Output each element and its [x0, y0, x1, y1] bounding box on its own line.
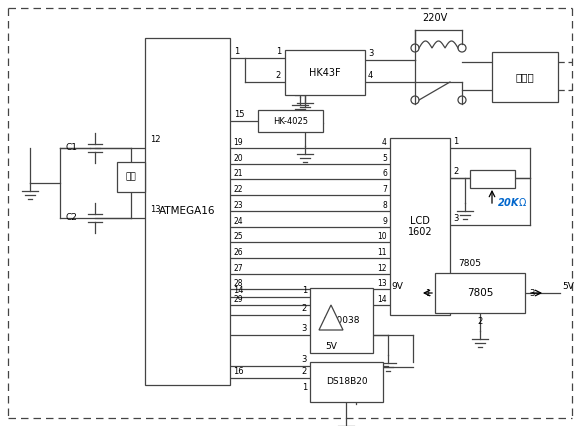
- Text: 加热器: 加热器: [516, 72, 534, 82]
- Text: 7805: 7805: [459, 259, 481, 268]
- Text: 20K$\Omega$: 20K$\Omega$: [497, 196, 527, 208]
- Bar: [390, 138, 450, 315]
- Text: 晶振: 晶振: [126, 173, 136, 181]
- Text: 3: 3: [368, 49, 374, 58]
- Text: 2: 2: [302, 304, 307, 313]
- Text: 11: 11: [378, 248, 387, 257]
- Text: 4: 4: [368, 71, 374, 80]
- Text: 3: 3: [302, 355, 307, 364]
- Text: 28: 28: [233, 279, 242, 288]
- Text: 1: 1: [453, 137, 458, 146]
- Text: HK43F: HK43F: [309, 67, 341, 78]
- Bar: [285, 50, 365, 95]
- Text: 1: 1: [425, 288, 430, 297]
- Bar: [117, 162, 145, 192]
- Text: 1: 1: [234, 47, 239, 56]
- Text: 1: 1: [302, 286, 307, 295]
- Text: 12: 12: [150, 135, 161, 144]
- Text: 10: 10: [378, 232, 387, 241]
- Text: 7: 7: [382, 185, 387, 194]
- Text: 2: 2: [276, 71, 281, 80]
- Text: 27: 27: [233, 264, 242, 273]
- Text: 4: 4: [382, 138, 387, 147]
- Text: 14: 14: [233, 286, 244, 295]
- Text: LCD
1602: LCD 1602: [408, 216, 432, 237]
- Text: 26: 26: [233, 248, 242, 257]
- Text: 25: 25: [233, 232, 242, 241]
- Bar: [470, 170, 515, 188]
- Bar: [492, 52, 558, 102]
- Polygon shape: [319, 305, 343, 330]
- Text: 9V: 9V: [391, 282, 403, 291]
- Text: 8: 8: [382, 201, 387, 210]
- Text: 5: 5: [382, 154, 387, 163]
- Text: 2: 2: [302, 367, 307, 376]
- Text: 1: 1: [302, 383, 307, 392]
- Text: 3: 3: [529, 288, 534, 297]
- Bar: [258, 110, 323, 132]
- Text: 2: 2: [477, 317, 483, 326]
- Text: 13: 13: [150, 205, 161, 214]
- Text: 2: 2: [453, 167, 458, 176]
- Text: 16: 16: [233, 367, 244, 376]
- Text: 5V: 5V: [562, 282, 574, 291]
- Text: 21: 21: [233, 170, 242, 178]
- Text: 3: 3: [453, 214, 458, 223]
- Text: C1: C1: [65, 144, 77, 153]
- Bar: [310, 288, 373, 353]
- Bar: [435, 273, 525, 313]
- Text: 14: 14: [378, 295, 387, 304]
- Text: 13: 13: [378, 279, 387, 288]
- Text: C2: C2: [65, 213, 77, 222]
- Text: 6: 6: [382, 170, 387, 178]
- Text: 9: 9: [382, 216, 387, 225]
- Text: SM0038: SM0038: [323, 316, 360, 325]
- Text: DS18B20: DS18B20: [326, 377, 367, 386]
- Text: 23: 23: [233, 201, 242, 210]
- Text: 3: 3: [302, 324, 307, 333]
- Text: 20: 20: [233, 154, 242, 163]
- Text: 12: 12: [378, 264, 387, 273]
- Text: 22: 22: [233, 185, 242, 194]
- Text: 24: 24: [233, 216, 242, 225]
- Text: HK-4025: HK-4025: [273, 116, 308, 126]
- Bar: [310, 362, 383, 402]
- Text: 19: 19: [233, 138, 242, 147]
- Text: 7805: 7805: [467, 288, 493, 298]
- Text: 1: 1: [276, 47, 281, 56]
- Bar: [145, 38, 230, 385]
- Text: 15: 15: [234, 110, 245, 119]
- Text: ATMEGA16: ATMEGA16: [160, 207, 216, 216]
- Text: 220V: 220V: [422, 13, 448, 23]
- Text: 5V: 5V: [325, 342, 337, 351]
- Text: 29: 29: [233, 295, 242, 304]
